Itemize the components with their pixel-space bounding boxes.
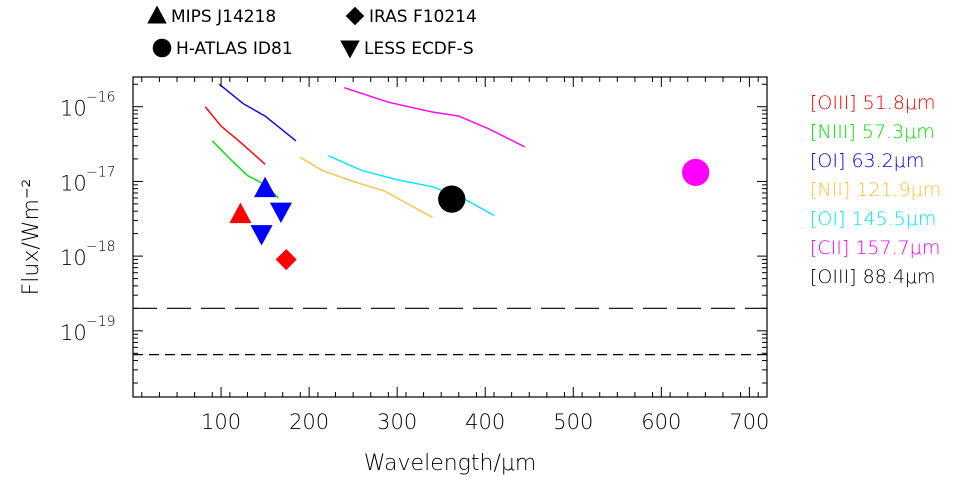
line-legend-bracket: [NIII] xyxy=(810,121,862,143)
sensitivity-curve xyxy=(328,155,495,217)
data-point-diamond xyxy=(275,248,297,271)
line-legend-bracket: [OIII] xyxy=(810,92,863,114)
y-tick-label: 10 xyxy=(60,246,87,270)
y-tick-label: 10 xyxy=(60,321,87,345)
line-legend-wavelength: 51.8μm xyxy=(863,92,936,114)
plot-frame xyxy=(132,76,768,398)
legend-label: IRAS F10214 xyxy=(369,7,477,27)
line-legend-wavelength: 157.7μm xyxy=(855,237,940,259)
x-tick-label: 300 xyxy=(377,410,417,434)
line-legend-wavelength: 63.2μm xyxy=(851,150,924,172)
symbol-legend: MIPS J14218 IRAS F10214 H-ATLAS ID81 LESS E… xyxy=(147,5,477,59)
line-legend-entry: [NIII] 57.3μm xyxy=(810,121,935,143)
line-legend-entry: [CII] 157.7μm xyxy=(810,237,940,259)
sensitivity-curve xyxy=(299,156,433,219)
data-point-circle xyxy=(682,158,710,187)
emission-line-legend: [OIII] 51.8μm[NIII] 57.3μm[OI] 63.2μm[NI… xyxy=(810,92,941,288)
data-point-triangle-down xyxy=(269,202,292,224)
legend-marker-circle xyxy=(152,38,172,58)
x-tick-label: 700 xyxy=(729,410,769,434)
legend-label: LESS ECDF-S xyxy=(364,39,474,59)
legend-marker-diamond xyxy=(345,6,365,26)
y-tick-label: 10 xyxy=(60,97,87,121)
data-point-circle xyxy=(438,185,466,213)
line-legend-entry: [OI] 145.5μm xyxy=(810,208,936,230)
data-point-triangle-up xyxy=(229,202,252,224)
sensitivity-curve xyxy=(344,87,526,148)
minor-ticks xyxy=(133,77,767,397)
line-legend-bracket: [OI] xyxy=(810,208,851,230)
y-axis-label: Flux/Wm⁻² xyxy=(19,179,44,296)
x-tick-label: 100 xyxy=(201,410,241,434)
line-legend-entry: [OI] 63.2μm xyxy=(810,150,924,172)
line-legend-bracket: [OI] xyxy=(810,150,851,172)
line-legend-entry: [OIII] 51.8μm xyxy=(810,92,936,114)
line-legend-bracket: [CII] xyxy=(810,237,855,259)
line-legend-bracket: [NII] xyxy=(810,179,856,201)
y-tick-exponent: −18 xyxy=(86,239,116,255)
detection-limit-lines xyxy=(133,307,767,356)
x-tick-label: 400 xyxy=(465,410,505,434)
y-tick-exponent: −17 xyxy=(86,164,116,180)
line-legend-wavelength: 57.3μm xyxy=(862,121,935,143)
data-point-triangle-down xyxy=(250,225,273,246)
x-axis-label: Wavelength/μm xyxy=(364,451,537,476)
source-markers xyxy=(229,158,710,271)
y-tick-exponent: −19 xyxy=(86,314,116,330)
y-tick-exponent: −16 xyxy=(86,90,116,106)
sensitivity-curves xyxy=(204,83,526,219)
line-legend-bracket: [OIII] xyxy=(810,266,863,288)
x-tick-label: 600 xyxy=(641,410,681,434)
data-point-triangle-up xyxy=(254,176,277,198)
x-tick-label: 500 xyxy=(553,410,593,434)
line-legend-entry: [NII] 121.9μm xyxy=(810,179,941,201)
legend-marker-triangle-down xyxy=(340,40,360,59)
y-tick-label: 10 xyxy=(60,171,87,195)
legend-label: H-ATLAS ID81 xyxy=(176,39,293,59)
line-legend-entry: [OIII] 88.4μm xyxy=(810,266,936,288)
line-legend-wavelength: 121.9μm xyxy=(856,179,941,201)
line-legend-wavelength: 88.4μm xyxy=(863,266,936,288)
legend-label: MIPS J14218 xyxy=(171,7,276,27)
line-legend-wavelength: 145.5μm xyxy=(851,208,936,230)
sensitivity-curve xyxy=(204,106,266,165)
legend-marker-triangle-up xyxy=(147,5,167,24)
x-tick-label: 200 xyxy=(289,410,329,434)
x-axis-ticks: 100 200 300 400 500 600 700 xyxy=(201,77,769,434)
sensitivity-curve xyxy=(218,83,297,142)
